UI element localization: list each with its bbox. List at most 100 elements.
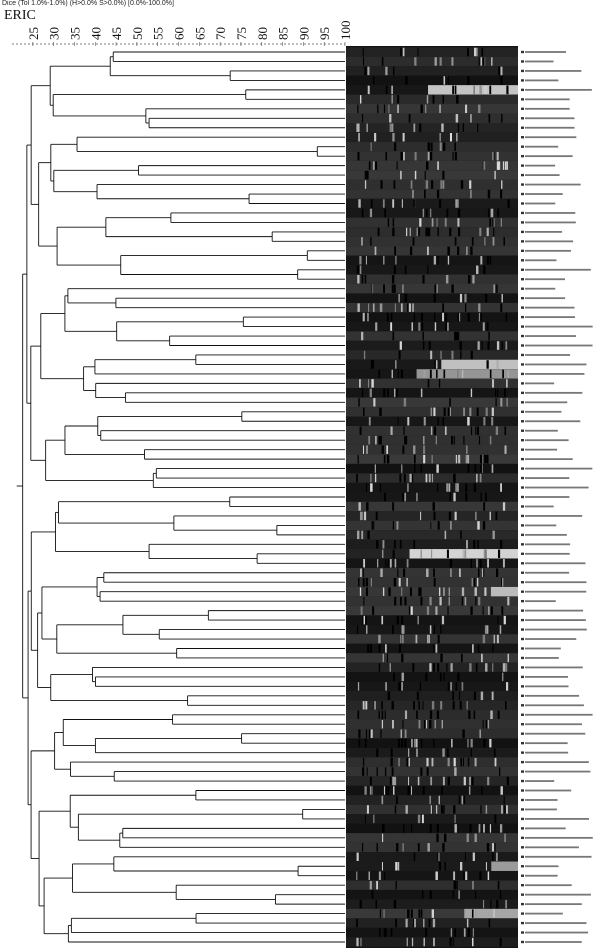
isolate-label-marker (521, 486, 524, 489)
isolate-label-marker (521, 921, 524, 925)
gel-band (454, 511, 457, 521)
gel-band (494, 757, 497, 767)
gel-smear (491, 861, 518, 871)
gel-band (458, 454, 460, 464)
gel-band (471, 909, 474, 918)
gel-band (375, 435, 377, 445)
gel-band (358, 132, 360, 142)
gel-band (421, 890, 424, 899)
gel-band (361, 331, 364, 341)
gel-band (389, 663, 391, 672)
gel-band (491, 57, 493, 66)
gel-band (442, 95, 444, 104)
isolate-label-marker (521, 637, 524, 641)
gel-band (453, 757, 456, 767)
gel-band (487, 776, 490, 786)
gel-band (453, 880, 457, 890)
gel-band (358, 729, 361, 738)
isolate-label-text (525, 202, 556, 205)
gel-band (402, 492, 405, 502)
gel-band (437, 227, 439, 237)
isolate-label-text (525, 117, 575, 120)
gel-band (378, 710, 380, 719)
gel-band (502, 663, 506, 672)
gel-band (445, 275, 449, 284)
gel-band (403, 625, 405, 634)
gel-band (394, 388, 396, 398)
gel-band (454, 767, 457, 776)
isolate-label-marker (521, 287, 524, 290)
gel-band (413, 918, 416, 928)
gel-band (397, 738, 401, 748)
gel-lane (346, 719, 518, 729)
gel-band (476, 265, 479, 274)
isolate-label-text (525, 486, 589, 489)
gel-band (500, 540, 503, 549)
gel-band (378, 644, 381, 653)
gel-band (447, 256, 450, 265)
gel-lane (346, 691, 518, 701)
gel-band (362, 577, 365, 587)
gel-band (425, 928, 428, 937)
gel-band (396, 161, 398, 170)
isolate-label-marker (521, 60, 524, 63)
isolate-label-text (525, 70, 582, 72)
gel-band (440, 180, 442, 189)
gel-band (379, 435, 382, 445)
gel-band (493, 748, 496, 757)
gel-band (438, 795, 440, 805)
gel-band (401, 625, 404, 634)
gel-band (377, 104, 379, 114)
gel-band (470, 738, 473, 748)
gel-band (373, 521, 375, 530)
gel-lane (346, 283, 518, 294)
gel-band (395, 360, 397, 369)
gel-band (358, 502, 361, 511)
gel-band (385, 786, 388, 795)
gel-band (475, 663, 478, 672)
gel-band (408, 757, 410, 767)
gel-band (434, 360, 436, 369)
gel-band (437, 634, 440, 644)
gel-lane (346, 530, 518, 540)
gel-band (450, 928, 453, 937)
gel-band (411, 824, 413, 833)
gel-band (440, 805, 444, 814)
isolate-label-marker (521, 69, 524, 73)
isolate-label-text (525, 638, 577, 640)
gel-band (406, 577, 408, 587)
gel-band (427, 265, 429, 274)
gel-band (484, 625, 487, 634)
isolate-label-text (525, 884, 572, 887)
gel-band (416, 227, 418, 237)
gel-band (419, 218, 422, 227)
gel-band (474, 909, 476, 918)
gel-band (403, 568, 406, 577)
gel-band (393, 66, 395, 76)
isolate-label-marker (521, 344, 524, 347)
isolate-label-marker (521, 741, 524, 745)
isolate-label-marker (521, 704, 524, 707)
gel-band (369, 786, 371, 795)
gel-band (362, 312, 365, 322)
gel-band (372, 360, 375, 369)
gel-band (392, 521, 395, 530)
isolate-label-marker (521, 457, 524, 461)
gel-band (447, 776, 450, 786)
gel-band (442, 417, 444, 426)
gel-band (404, 729, 407, 738)
gel-band (479, 454, 483, 464)
isolate-label-text (525, 609, 584, 612)
gel-band (480, 312, 482, 322)
gel-band (419, 682, 422, 691)
gel-band (361, 511, 363, 521)
gel-band (484, 237, 486, 246)
isolate-label-text (525, 533, 567, 536)
gel-band (471, 937, 474, 947)
gel-lane (346, 918, 518, 928)
gel-band (395, 388, 398, 398)
gel-band (443, 407, 446, 417)
gel-lane (346, 605, 518, 616)
gel-band (385, 682, 387, 691)
gel-band (495, 511, 498, 521)
